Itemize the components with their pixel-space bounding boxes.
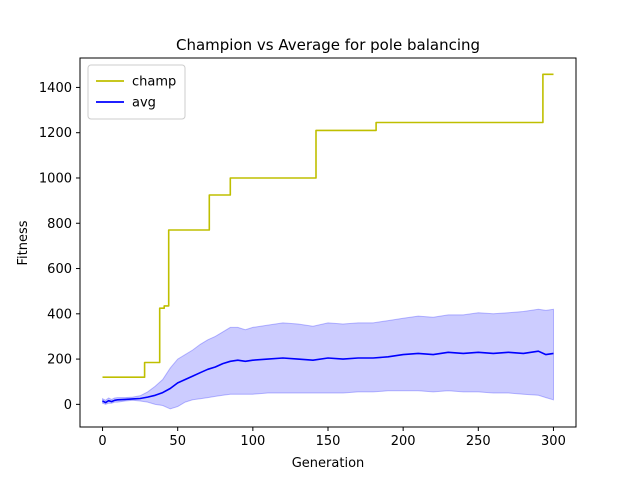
x-tick-label: 250 xyxy=(466,434,491,449)
x-axis-title: Generation xyxy=(292,456,365,471)
series-line-champ xyxy=(102,73,554,379)
y-tick-label: 400 xyxy=(47,307,72,322)
chart-title: Champion vs Average for pole balancing xyxy=(176,36,480,54)
y-tick-label: 1200 xyxy=(39,126,72,141)
x-tick-label: 50 xyxy=(169,434,186,449)
legend-label-champ: champ xyxy=(132,75,176,90)
y-axis-title: Fitness xyxy=(16,220,31,265)
legend: champ avg xyxy=(87,64,186,120)
series-band-avg xyxy=(102,308,554,410)
x-tick-label: 300 xyxy=(541,434,566,449)
series-line-avg xyxy=(102,350,554,404)
legend-frame xyxy=(87,64,186,120)
y-tick-label: 1000 xyxy=(39,171,72,186)
y-tick-label: 800 xyxy=(47,217,72,232)
y-tick-label: 200 xyxy=(47,353,72,368)
x-tick-label: 0 xyxy=(98,434,106,449)
y-tick-label: 600 xyxy=(47,262,72,277)
x-tick-label: 150 xyxy=(316,434,341,449)
x-tick-label: 100 xyxy=(240,434,265,449)
y-tick-label: 0 xyxy=(64,398,72,413)
x-tick-label: 200 xyxy=(391,434,416,449)
y-tick-label: 1400 xyxy=(39,81,72,96)
legend-label-avg: avg xyxy=(132,96,156,111)
